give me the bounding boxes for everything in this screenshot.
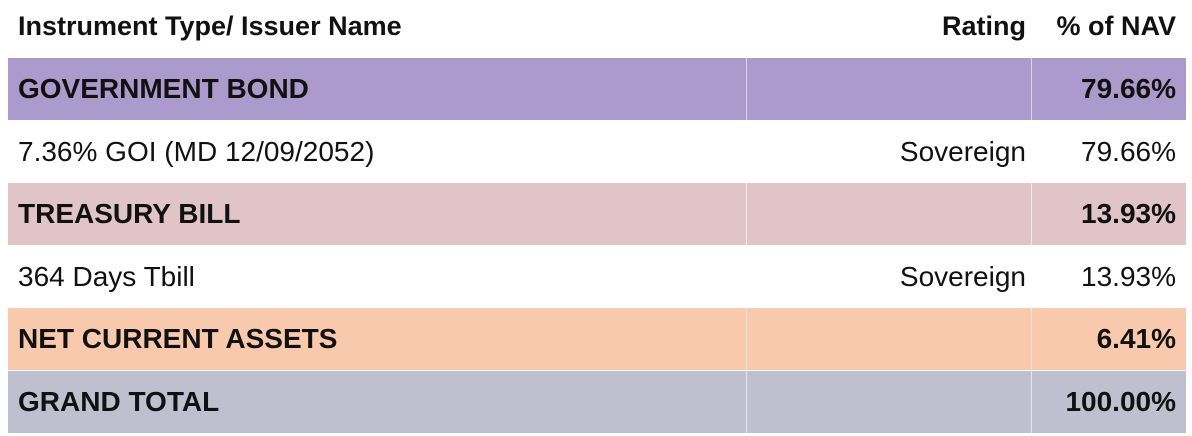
column-header-rating: Rating: [942, 10, 1026, 41]
instrument-name: NET CURRENT ASSETS: [18, 323, 338, 354]
nav-percent: 6.41%: [1096, 323, 1176, 354]
rating-cell: [746, 308, 1032, 370]
rating-cell: [746, 371, 1032, 433]
nav-percent: 13.93%: [1081, 261, 1176, 292]
column-header-nav: % of NAV: [1056, 10, 1177, 41]
nav-percent: 13.93%: [1081, 198, 1176, 229]
nav-percent: 79.66%: [1081, 136, 1176, 167]
grand-total-row: GRAND TOTAL 100.00%: [8, 371, 1186, 433]
rating-cell: [746, 183, 1032, 245]
rating-cell: Sovereign: [899, 261, 1026, 292]
category-row-government-bond: GOVERNMENT BOND 79.66%: [8, 58, 1186, 120]
instrument-name: TREASURY BILL: [18, 198, 241, 229]
category-row-net-current-assets: NET CURRENT ASSETS 6.41%: [8, 308, 1186, 370]
column-header-instrument: Instrument Type/ Issuer Name: [18, 10, 402, 41]
rating-cell: Sovereign: [899, 136, 1026, 167]
item-row-goi-bond: 7.36% GOI (MD 12/09/2052) Sovereign 79.6…: [8, 121, 1186, 183]
nav-percent: 100.00%: [1065, 386, 1176, 417]
instrument-name: 7.36% GOI (MD 12/09/2052): [18, 136, 375, 167]
table-header-row: Instrument Type/ Issuer Name Rating % of…: [8, 0, 1186, 52]
instrument-name: GOVERNMENT BOND: [18, 73, 309, 104]
instrument-name: 364 Days Tbill: [18, 261, 195, 292]
category-row-treasury-bill: TREASURY BILL 13.93%: [8, 183, 1186, 245]
item-row-364-days-tbill: 364 Days Tbill Sovereign 13.93%: [8, 246, 1186, 308]
nav-percent: 79.66%: [1081, 73, 1176, 104]
instrument-name: GRAND TOTAL: [18, 386, 220, 417]
rating-cell: [746, 58, 1032, 120]
